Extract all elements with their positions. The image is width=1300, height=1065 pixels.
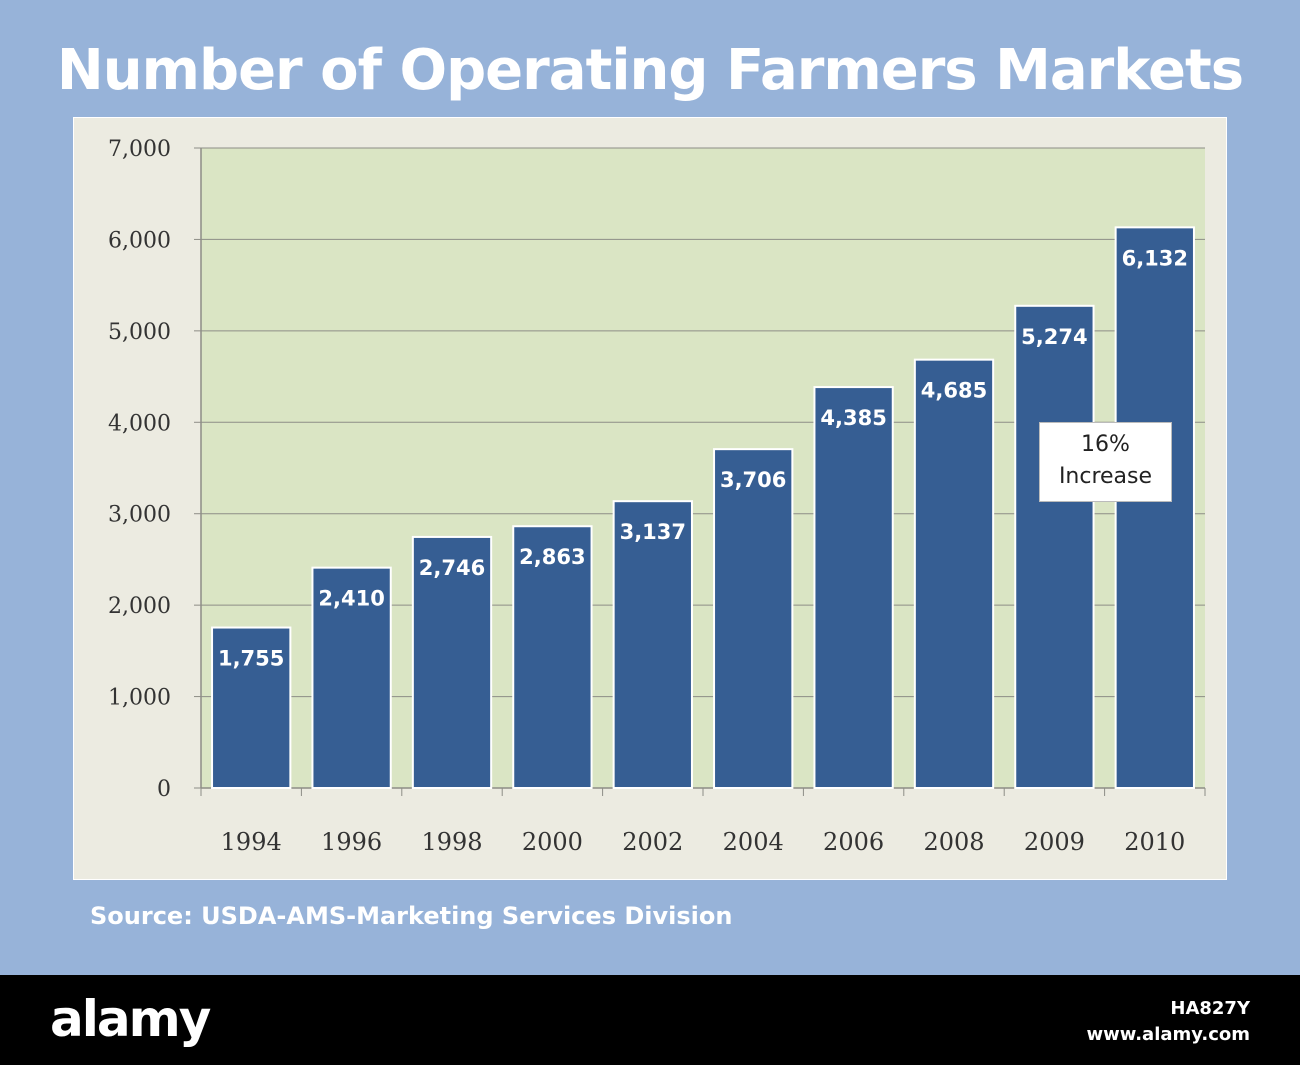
x-tick-label: 1996 <box>321 828 382 856</box>
x-tick-label: 2010 <box>1124 828 1185 856</box>
bar <box>1014 304 1095 789</box>
bar-value-label: 4,385 <box>820 406 886 430</box>
y-tick-label: 6,000 <box>108 228 171 253</box>
increase-callout: 16% Increase <box>1039 422 1172 502</box>
x-tick-label: 1998 <box>421 828 482 856</box>
bar-value-label: 6,132 <box>1122 246 1188 270</box>
bar <box>612 500 693 789</box>
y-tick-label: 5,000 <box>108 320 171 345</box>
bar-value-label: 2,410 <box>318 587 384 611</box>
y-tick-label: 4,000 <box>108 411 171 436</box>
y-tick-label: 7,000 <box>108 137 171 162</box>
bar-value-label: 4,685 <box>921 379 987 403</box>
bar-value-label: 3,706 <box>720 468 786 492</box>
y-tick-label: 2,000 <box>108 594 171 619</box>
bar <box>311 566 392 790</box>
bar-value-label: 2,863 <box>519 545 585 569</box>
bar-value-label: 2,746 <box>419 556 485 580</box>
bar <box>713 448 794 789</box>
bar <box>813 386 894 789</box>
y-tick-label: 0 <box>157 777 171 802</box>
bar-value-label: 1,755 <box>218 647 284 671</box>
chart-title: Number of Operating Farmers Markets <box>56 38 1244 103</box>
bar <box>211 626 292 789</box>
bar-value-label: 5,274 <box>1021 325 1087 349</box>
callout-percent: 16% <box>1081 432 1130 457</box>
y-tick-label: 3,000 <box>108 503 171 528</box>
x-tick-label: 2002 <box>622 828 683 856</box>
bar <box>512 525 593 789</box>
bar-chart: 0 1,000 2,000 3,000 4,000 5,000 6,000 7,000 1,75… <box>108 137 1206 856</box>
x-tick-label: 2004 <box>723 828 784 856</box>
callout-label: Increase <box>1058 464 1153 489</box>
bar <box>411 535 493 789</box>
bar-value-label: 3,137 <box>620 520 686 544</box>
poster-background: Number of Operating Farmers Markets 0 1,0… <box>0 0 1300 975</box>
x-tick-label: 2008 <box>923 828 984 856</box>
x-tick-label: 1994 <box>221 828 282 856</box>
source-note: Source: USDA-AMS-Marketing Services Divi… <box>90 902 733 930</box>
alamy-logo: alamy <box>50 990 211 1048</box>
y-tick-label: 1,000 <box>108 686 171 711</box>
x-tick-label: 2006 <box>823 828 884 856</box>
x-tick-label: 2009 <box>1024 828 1085 856</box>
x-tick-label: 2000 <box>522 828 583 856</box>
site-url: www.alamy.com <box>1086 1024 1250 1045</box>
bar <box>913 358 995 789</box>
bar <box>1114 226 1195 790</box>
image-code: HA827Y <box>1170 998 1250 1019</box>
watermark-footer <box>0 975 1300 1065</box>
